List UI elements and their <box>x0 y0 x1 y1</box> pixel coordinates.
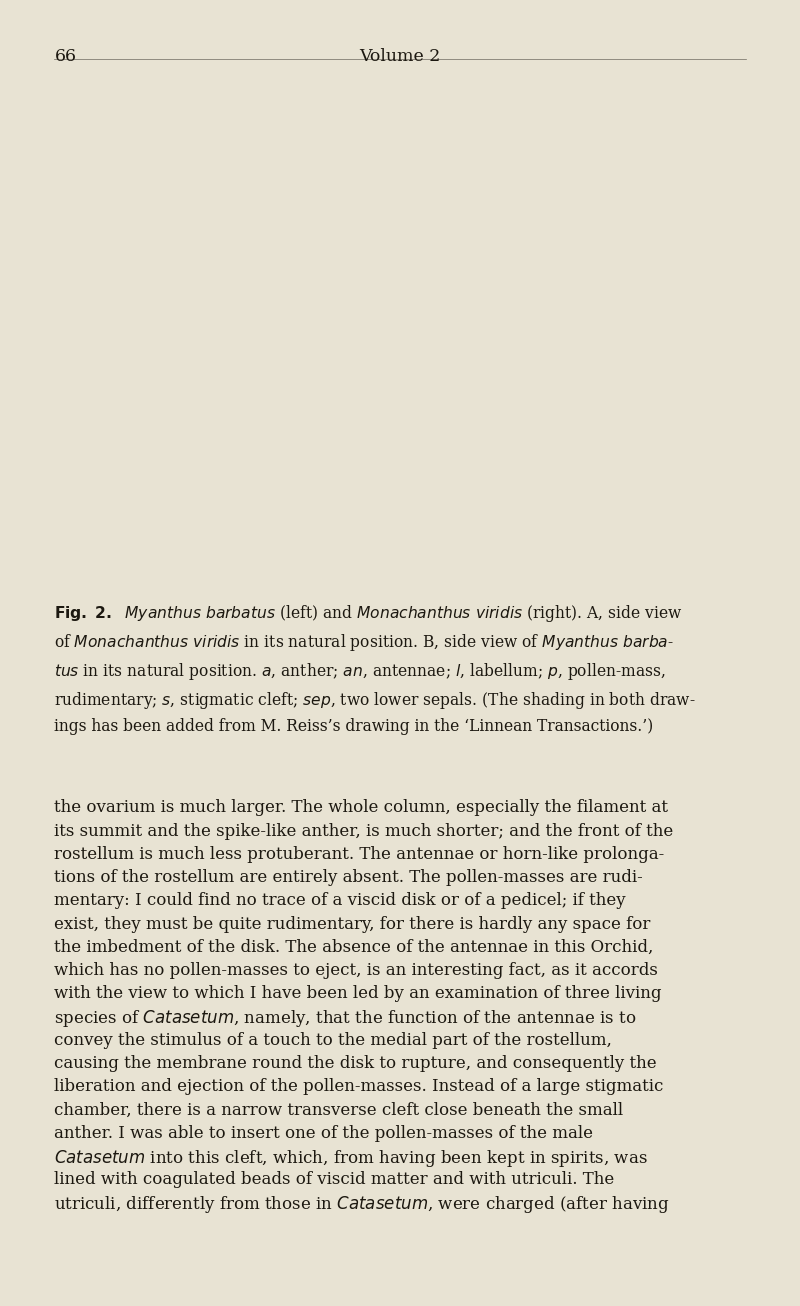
Text: mentary: I could find no trace of a viscid disk or of a pedicel; if they: mentary: I could find no trace of a visc… <box>54 892 626 909</box>
Text: utriculi, differently from those in $\it{Catasetum}$, were charged (after having: utriculi, differently from those in $\it… <box>54 1195 670 1216</box>
Text: Volume 2: Volume 2 <box>359 47 441 65</box>
Text: which has no pollen-masses to eject, is an interesting fact, as it accords: which has no pollen-masses to eject, is … <box>54 963 658 980</box>
Text: $\it{Catasetum}$ into this cleft, which, from having been kept in spirits, was: $\it{Catasetum}$ into this cleft, which,… <box>54 1148 648 1169</box>
Text: convey the stimulus of a touch to the medial part of the rostellum,: convey the stimulus of a touch to the me… <box>54 1032 612 1049</box>
Text: anther. I was able to insert one of the pollen-masses of the male: anther. I was able to insert one of the … <box>54 1124 594 1141</box>
Text: exist, they must be quite rudimentary, for there is hardly any space for: exist, they must be quite rudimentary, f… <box>54 916 650 932</box>
Text: 66: 66 <box>54 47 77 65</box>
Text: its summit and the spike-like anther, is much shorter; and the front of the: its summit and the spike-like anther, is… <box>54 823 674 840</box>
Text: liberation and ejection of the pollen-masses. Instead of a large stigmatic: liberation and ejection of the pollen-ma… <box>54 1079 664 1096</box>
Text: the imbedment of the disk. The absence of the antennae in this Orchid,: the imbedment of the disk. The absence o… <box>54 939 654 956</box>
Text: the ovarium is much larger. The whole column, especially the filament at: the ovarium is much larger. The whole co… <box>54 799 669 816</box>
Text: causing the membrane round the disk to rupture, and consequently the: causing the membrane round the disk to r… <box>54 1055 657 1072</box>
Text: with the view to which I have been led by an examination of three living: with the view to which I have been led b… <box>54 985 662 1002</box>
Text: rostellum is much less protuberant. The antennae or horn-like prolonga-: rostellum is much less protuberant. The … <box>54 846 665 863</box>
Text: $\mathbf{Fig.\ 2.}$  $\it{Myanthus\ barbatus}$ (left) and $\it{Monachanthus\ vir: $\mathbf{Fig.\ 2.}$ $\it{Myanthus\ barba… <box>54 603 696 734</box>
Text: species of $\it{Catasetum}$, namely, that the function of the antennae is to: species of $\it{Catasetum}$, namely, tha… <box>54 1008 637 1029</box>
Text: chamber, there is a narrow transverse cleft close beneath the small: chamber, there is a narrow transverse cl… <box>54 1101 623 1118</box>
Text: tions of the rostellum are entirely absent. The pollen-masses are rudi-: tions of the rostellum are entirely abse… <box>54 868 643 885</box>
Text: lined with coagulated beads of viscid matter and with utriculi. The: lined with coagulated beads of viscid ma… <box>54 1171 614 1188</box>
FancyBboxPatch shape <box>54 68 746 581</box>
